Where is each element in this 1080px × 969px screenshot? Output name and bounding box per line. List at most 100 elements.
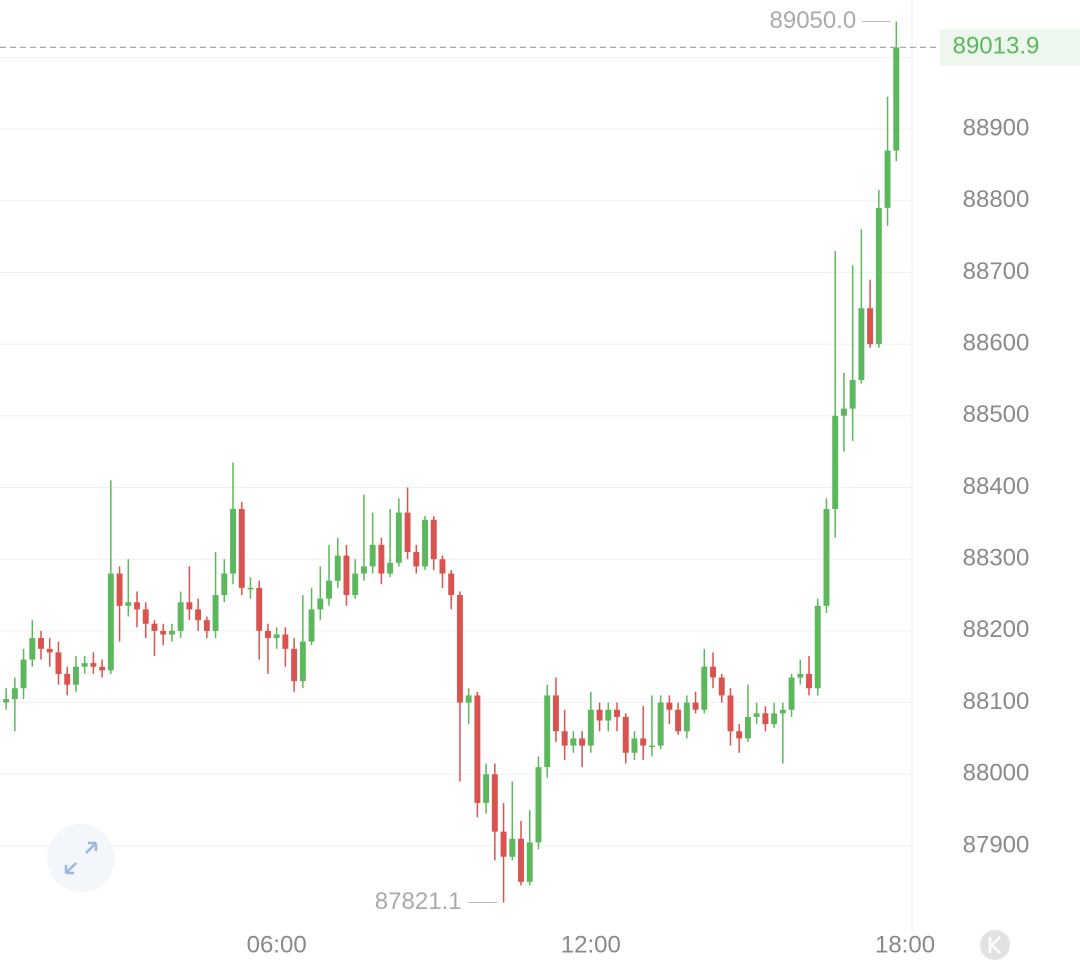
candle-body bbox=[64, 673, 71, 685]
candle-body bbox=[823, 509, 830, 606]
x-tick-label: 06:00 bbox=[247, 931, 307, 958]
candle-body bbox=[212, 595, 219, 631]
candle-body bbox=[491, 774, 498, 832]
candle-body bbox=[596, 709, 603, 721]
y-tick-label: 87900 bbox=[963, 831, 1030, 858]
candle-body bbox=[142, 609, 149, 624]
candle-body bbox=[177, 602, 184, 631]
candle-body bbox=[308, 609, 315, 642]
y-tick-label: 88600 bbox=[963, 329, 1030, 356]
candle-body bbox=[552, 695, 559, 732]
candle-body bbox=[518, 838, 524, 882]
last-price-bg bbox=[940, 29, 1080, 66]
x-tick-label: 18:00 bbox=[875, 931, 935, 958]
candle-body bbox=[587, 709, 594, 746]
candle-body bbox=[11, 688, 18, 699]
candle-body bbox=[186, 602, 193, 610]
candle-body bbox=[404, 512, 411, 553]
candle-body bbox=[744, 716, 751, 739]
candle-body bbox=[622, 716, 629, 753]
candle-body bbox=[221, 573, 228, 596]
y-tick-label: 88400 bbox=[963, 473, 1030, 500]
candle-body bbox=[561, 731, 568, 746]
candle-body bbox=[168, 630, 175, 635]
expand-bg[interactable] bbox=[47, 824, 115, 892]
candle-body bbox=[343, 555, 350, 596]
y-tick-label: 88700 bbox=[963, 258, 1030, 285]
candle-body bbox=[369, 544, 376, 567]
candle-body bbox=[832, 415, 839, 510]
candle-body bbox=[160, 630, 167, 635]
candle-body bbox=[675, 709, 682, 732]
candle-body bbox=[570, 738, 577, 746]
candle-body bbox=[710, 666, 716, 678]
candle-body bbox=[474, 695, 481, 803]
candle-body bbox=[779, 709, 786, 714]
candle-body bbox=[334, 555, 341, 581]
candle-body bbox=[788, 677, 795, 710]
y-tick-label: 88900 bbox=[963, 114, 1030, 141]
candle-body bbox=[771, 713, 778, 725]
candle-body bbox=[422, 519, 428, 567]
max-label: 89050.0 bbox=[770, 7, 857, 34]
y-tick-label: 88100 bbox=[963, 688, 1030, 715]
candle-body bbox=[509, 838, 516, 857]
candle-body bbox=[3, 699, 10, 703]
candle-body bbox=[81, 663, 88, 667]
candle-body bbox=[797, 673, 804, 678]
candle-body bbox=[247, 587, 254, 590]
candle-body bbox=[605, 709, 612, 721]
candle-body bbox=[430, 519, 437, 560]
candle-body bbox=[299, 641, 306, 682]
candle-body bbox=[640, 738, 647, 746]
k-icon[interactable] bbox=[988, 936, 1001, 954]
candle-body bbox=[875, 207, 882, 345]
candle-body bbox=[360, 566, 367, 574]
expand-icon[interactable] bbox=[64, 841, 98, 875]
candle-body bbox=[326, 580, 332, 599]
k-button[interactable] bbox=[980, 930, 1010, 960]
candle-body bbox=[413, 552, 420, 567]
candle-body bbox=[500, 831, 507, 857]
candle-body bbox=[317, 598, 324, 610]
candle-body bbox=[579, 738, 586, 746]
candle-body bbox=[55, 652, 62, 674]
candle-body bbox=[867, 308, 874, 345]
candle-body bbox=[125, 602, 132, 606]
candle-body bbox=[46, 648, 53, 653]
candle-body bbox=[378, 544, 385, 574]
candle-body bbox=[151, 623, 158, 631]
candle-body bbox=[657, 702, 664, 746]
candle-body bbox=[99, 666, 106, 671]
candle-body bbox=[256, 587, 263, 631]
y-tick-label: 88200 bbox=[963, 616, 1030, 643]
candle-body bbox=[291, 648, 298, 682]
candle-body bbox=[29, 638, 36, 660]
candle-body bbox=[849, 379, 856, 409]
candle-body bbox=[806, 673, 812, 689]
candle-body bbox=[762, 713, 769, 725]
candle-body bbox=[195, 609, 202, 621]
candle-body bbox=[395, 512, 402, 563]
candle-body bbox=[448, 573, 455, 596]
candle-body bbox=[701, 666, 708, 710]
y-tick-label: 88300 bbox=[963, 545, 1030, 572]
candle-body bbox=[648, 745, 655, 748]
candle-body bbox=[727, 695, 734, 732]
candle-body bbox=[840, 408, 847, 416]
candle-body bbox=[90, 663, 97, 667]
candle-body bbox=[884, 150, 891, 208]
candle-body bbox=[858, 308, 865, 380]
last-price-label: 89013.9 bbox=[953, 33, 1040, 60]
candle-body bbox=[483, 774, 490, 803]
expand-button[interactable] bbox=[47, 824, 115, 892]
candle-body bbox=[238, 509, 245, 588]
k-bg[interactable] bbox=[980, 930, 1010, 960]
candle-body bbox=[614, 709, 620, 717]
candle-body bbox=[526, 842, 533, 882]
y-tick-label: 88800 bbox=[963, 186, 1030, 213]
candle-body bbox=[116, 573, 123, 606]
candle-body bbox=[107, 573, 114, 671]
